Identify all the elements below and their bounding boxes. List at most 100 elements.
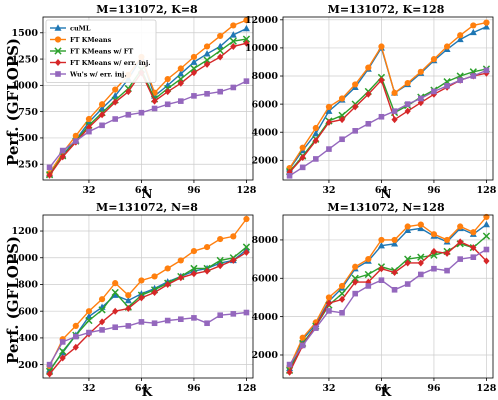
data-point	[352, 128, 358, 134]
data-point	[125, 323, 132, 329]
data-point	[243, 215, 250, 223]
data-point	[217, 32, 224, 40]
data-point	[418, 271, 424, 278]
data-point	[99, 122, 105, 129]
data-point	[46, 171, 53, 179]
data-point	[98, 318, 106, 326]
data-point	[378, 43, 385, 50]
data-point	[190, 264, 198, 273]
data-point	[46, 361, 53, 368]
data-point	[404, 226, 412, 234]
y-tick-label: 2000	[252, 156, 279, 167]
data-point	[138, 277, 145, 284]
data-point	[164, 317, 171, 324]
data-point	[313, 156, 319, 162]
y-tick-label: 400	[18, 333, 38, 344]
data-point	[85, 308, 93, 315]
series-line	[289, 68, 487, 173]
y-tick-label: 500	[18, 133, 38, 144]
data-point	[242, 24, 250, 32]
data-point	[326, 146, 332, 152]
x-tick-label: 64	[135, 383, 149, 394]
data-point	[352, 278, 359, 286]
data-point	[54, 59, 62, 66]
data-point	[326, 308, 332, 314]
data-point	[230, 42, 237, 50]
data-point	[46, 164, 53, 171]
data-point	[86, 329, 92, 336]
data-point	[217, 88, 223, 95]
series-line	[49, 249, 247, 371]
data-point	[391, 236, 398, 244]
data-point	[125, 88, 132, 96]
data-point	[431, 265, 437, 272]
data-point	[85, 312, 93, 320]
data-point	[378, 277, 385, 283]
data-point	[470, 22, 477, 29]
data-point	[243, 248, 250, 256]
legend-label: FT KMeans w/ FT	[70, 47, 133, 55]
data-point	[404, 281, 411, 287]
data-point	[404, 101, 411, 107]
data-point	[404, 107, 411, 115]
data-point	[443, 43, 451, 50]
series-line	[49, 246, 247, 372]
data-point	[457, 256, 463, 262]
data-point	[112, 324, 118, 331]
data-point	[444, 267, 450, 274]
data-point	[204, 90, 210, 97]
data-point	[312, 137, 319, 145]
data-point	[243, 78, 250, 84]
data-point	[177, 79, 184, 87]
chart-title: M=131072, N=128	[327, 201, 445, 214]
series-line	[48, 311, 247, 365]
data-point	[177, 274, 184, 282]
data-point	[230, 311, 237, 317]
data-point	[339, 310, 345, 316]
data-point	[72, 343, 79, 351]
data-point	[417, 259, 424, 267]
data-point	[470, 229, 477, 236]
data-point	[85, 123, 93, 131]
data-point	[312, 129, 320, 137]
data-point	[203, 60, 211, 68]
y-tick-label: 10000	[245, 43, 278, 54]
data-point	[365, 64, 372, 71]
data-point	[365, 90, 372, 98]
data-point	[242, 243, 251, 251]
y-tick-label: 600	[18, 306, 38, 317]
data-point	[404, 259, 411, 267]
series-line	[289, 21, 487, 169]
data-point	[482, 23, 490, 30]
series-line	[49, 38, 247, 176]
data-point	[138, 319, 145, 325]
data-point	[352, 290, 358, 297]
data-point	[470, 73, 477, 79]
data-point	[470, 244, 477, 252]
data-point	[138, 109, 145, 116]
y-tick-label: 1250	[12, 54, 39, 65]
series-line	[289, 248, 487, 365]
data-point	[364, 270, 372, 279]
chart-panel-2: M=131072, K=128 N 32 64 96 128 2000 4000 6000 8…	[245, 3, 497, 201]
chart-panel-3: M=131072, N=8 K 32 64 96 128 200 400 600 800 100…	[12, 201, 257, 399]
data-point	[178, 98, 184, 104]
data-point	[125, 305, 132, 313]
data-point	[430, 231, 438, 238]
data-point	[151, 320, 158, 327]
legend-label: FT KMeans w/ err. inj.	[70, 59, 151, 67]
plot-frame	[42, 16, 254, 181]
data-point	[299, 342, 306, 349]
plot-frame	[282, 16, 494, 181]
data-point	[177, 257, 184, 264]
data-point	[325, 103, 333, 111]
data-point	[203, 50, 211, 57]
data-point	[86, 128, 92, 135]
data-point	[243, 309, 250, 316]
data-point	[98, 111, 106, 119]
data-point	[190, 69, 198, 77]
data-point	[85, 316, 93, 325]
data-point	[391, 108, 398, 114]
data-point	[457, 223, 464, 230]
y-tick-label: 6000	[252, 273, 279, 284]
